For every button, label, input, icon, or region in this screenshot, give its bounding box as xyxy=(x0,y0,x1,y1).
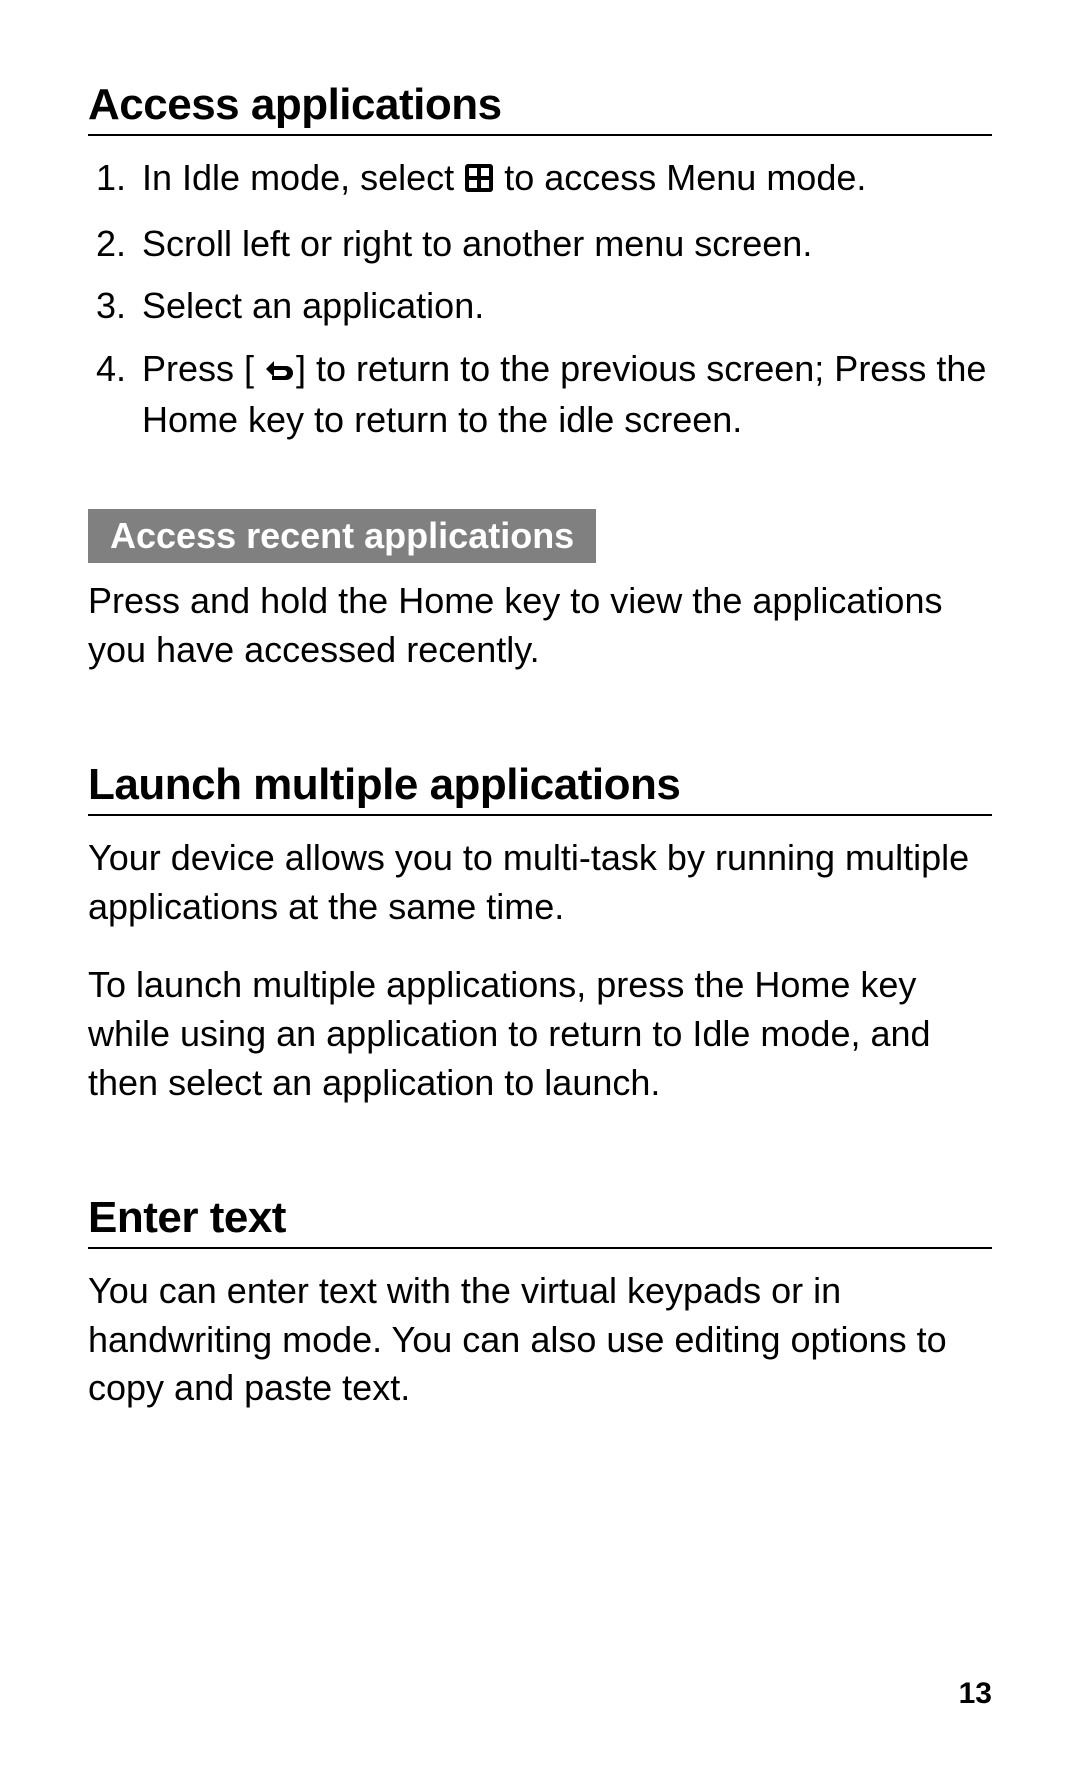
menu-grid-icon xyxy=(464,157,494,206)
step-2: Scroll left or right to another menu scr… xyxy=(136,220,992,269)
step-4-text-a: Press [ xyxy=(142,348,254,389)
step-4: Press [ ] to return to the previous scre… xyxy=(136,345,992,445)
step-1-text-a: In Idle mode, select xyxy=(142,157,464,198)
access-recent-body: Press and hold the Home key to view the … xyxy=(88,577,992,674)
manual-page: Access applications In Idle mode, select… xyxy=(0,0,1080,1771)
step-1: In Idle mode, select to access Menu mode… xyxy=(136,154,992,206)
subheading-access-recent: Access recent applications xyxy=(88,509,596,563)
access-applications-steps: In Idle mode, select to access Menu mode… xyxy=(88,154,992,445)
enter-text-p1: You can enter text with the virtual keyp… xyxy=(88,1267,992,1413)
step-3: Select an application. xyxy=(136,282,992,331)
heading-launch-multiple: Launch multiple applications xyxy=(88,760,992,816)
heading-enter-text: Enter text xyxy=(88,1193,992,1249)
heading-access-applications: Access applications xyxy=(88,80,992,136)
step-1-text-b: to access Menu mode. xyxy=(504,157,866,198)
page-number: 13 xyxy=(959,1677,992,1711)
launch-multiple-p1: Your device allows you to multi-task by … xyxy=(88,834,992,931)
launch-multiple-p2: To launch multiple applications, press t… xyxy=(88,961,992,1107)
back-arrow-icon xyxy=(254,348,296,397)
